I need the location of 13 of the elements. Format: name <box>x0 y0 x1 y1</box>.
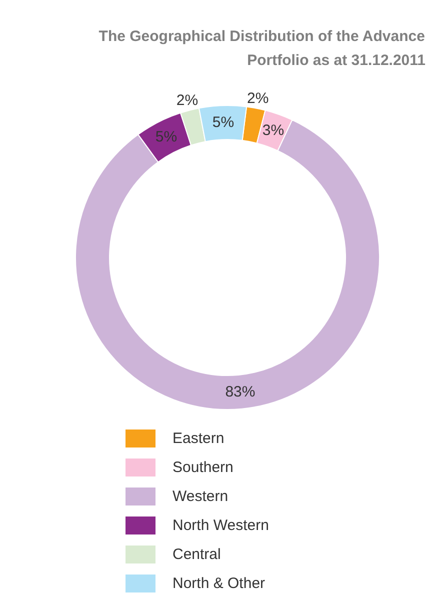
data-label: 83% <box>225 383 256 400</box>
chart-title: The Geographical Distribution of the Advance Portfolio as at 31.12.2011 <box>98 28 426 69</box>
legend-label: Central <box>172 546 221 563</box>
data-label: 3% <box>262 122 284 139</box>
legend-label: North Western <box>172 517 269 534</box>
legend-label: North & Other <box>172 575 266 592</box>
data-label: 2% <box>247 90 269 107</box>
legend-label: Western <box>172 488 228 505</box>
data-label: 5% <box>212 114 234 132</box>
data-label: 5% <box>155 128 178 146</box>
legend-label: Southern <box>172 459 234 476</box>
data-label: 2% <box>176 92 198 110</box>
legend-label: Eastern <box>172 430 224 447</box>
